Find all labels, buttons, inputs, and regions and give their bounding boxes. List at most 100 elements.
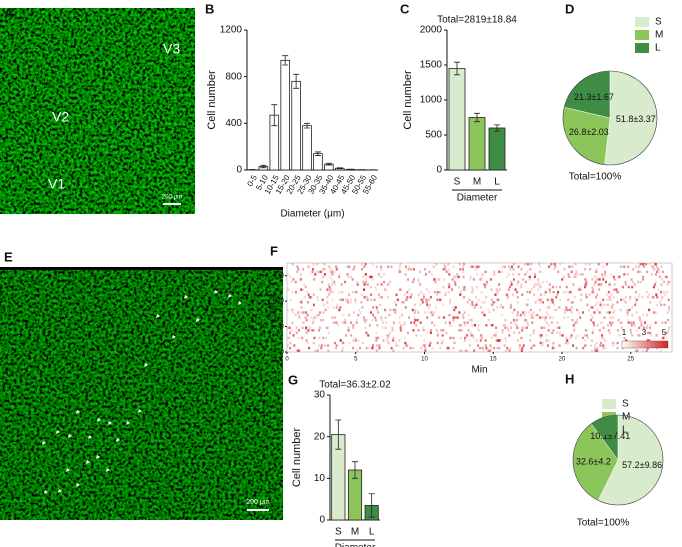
heatmap-texture xyxy=(340,283,343,286)
heatmap-texture xyxy=(565,285,568,289)
heatmap-texture xyxy=(668,326,671,329)
heatmap-texture xyxy=(525,318,528,322)
heatmap-texture xyxy=(322,268,325,271)
heatmap-texture xyxy=(456,316,459,319)
heatmap-texture xyxy=(469,344,472,347)
heatmap-texture xyxy=(459,329,462,332)
heatmap-texture xyxy=(506,296,509,299)
heatmap-texture xyxy=(447,263,450,266)
heatmap-texture xyxy=(574,275,577,279)
heatmap-texture xyxy=(484,285,487,289)
heatmap-texture xyxy=(485,324,488,327)
heatmap-texture xyxy=(323,263,326,266)
heatmap-texture xyxy=(630,321,633,324)
heatmap-texture xyxy=(333,341,336,345)
heatmap-texture xyxy=(526,263,529,266)
heatmap-texture xyxy=(349,298,352,301)
heatmap-texture xyxy=(516,339,519,342)
heatmap-texture xyxy=(503,344,506,347)
heatmap-texture xyxy=(509,306,512,309)
heatmap-texture xyxy=(596,324,599,327)
heatmap-texture xyxy=(349,275,352,279)
heatmap-texture xyxy=(518,331,521,335)
heatmap-texture xyxy=(590,318,593,322)
heatmap-texture xyxy=(664,293,667,296)
heatmap-texture xyxy=(565,341,568,345)
pie-outline xyxy=(562,70,658,166)
heatmap-texture xyxy=(397,344,400,347)
heatmap-texture xyxy=(609,316,612,319)
heatmap-texture xyxy=(631,280,634,284)
heatmap-texture xyxy=(611,306,614,309)
heatmap-texture xyxy=(319,311,322,314)
heatmap-texture xyxy=(328,293,331,296)
heatmap-texture xyxy=(352,268,355,271)
heatmap-texture xyxy=(517,280,520,284)
heatmap-texture xyxy=(305,316,308,319)
heatmap-texture xyxy=(616,290,619,294)
heatmap-texture xyxy=(438,278,441,281)
heatmap-texture xyxy=(515,283,518,286)
heatmap-texture xyxy=(517,273,520,276)
heatmap-texture xyxy=(423,344,426,347)
heatmap-texture xyxy=(301,288,304,291)
heatmap-texture xyxy=(480,278,483,281)
heatmap-texture xyxy=(516,311,519,314)
colorbar-label: 5 xyxy=(662,328,667,337)
heatmap-texture xyxy=(530,344,533,347)
heatmap-texture xyxy=(288,326,291,329)
heatmap-texture xyxy=(364,263,367,266)
heatmap-texture xyxy=(618,334,621,337)
heatmap-texture xyxy=(381,326,384,329)
heatmap-texture xyxy=(384,308,387,312)
error-bar xyxy=(454,61,460,76)
heatmap-texture xyxy=(543,316,546,319)
heatmap-texture xyxy=(326,288,329,291)
heatmap-texture xyxy=(360,301,363,304)
heatmap-texture xyxy=(610,293,613,296)
heatmap-texture xyxy=(463,339,466,342)
heatmap-texture xyxy=(529,263,532,266)
heatmap-texture xyxy=(299,278,302,281)
heatmap-texture xyxy=(635,301,638,304)
heatmap-texture xyxy=(468,298,471,301)
heatmap-texture xyxy=(551,298,554,301)
heatmap-texture xyxy=(657,288,660,291)
y-tick-label: 2000 xyxy=(420,25,443,36)
heatmap-texture xyxy=(589,268,592,271)
heatmap-texture xyxy=(327,283,330,286)
heatmap-texture xyxy=(326,326,329,329)
heatmap-texture xyxy=(419,270,422,274)
heatmap-texture xyxy=(311,329,314,332)
heatmap-texture xyxy=(536,283,539,286)
heatmap-texture xyxy=(637,265,640,268)
pie-footer: Total=100% xyxy=(569,172,622,183)
heatmap-texture xyxy=(351,278,354,281)
heatmap-texture xyxy=(428,303,431,307)
heatmap-texture xyxy=(328,265,331,268)
error-bar xyxy=(304,122,311,129)
heatmap-texture xyxy=(631,313,634,317)
heatmap-texture xyxy=(646,270,649,274)
heatmap-texture xyxy=(485,270,488,274)
heatmap-texture xyxy=(449,298,452,301)
heatmap-texture xyxy=(649,331,652,335)
arrowhead xyxy=(228,294,232,298)
heatmap-texture xyxy=(526,290,529,294)
heatmap-texture xyxy=(448,283,451,286)
heatmap-texture xyxy=(437,334,440,337)
heatmap-texture xyxy=(307,301,310,304)
heatmap-texture xyxy=(326,296,329,299)
heatmap-texture xyxy=(661,321,664,324)
heatmap-texture xyxy=(316,298,319,301)
heatmap-texture xyxy=(606,311,609,314)
heatmap-texture xyxy=(608,311,611,314)
heatmap-texture xyxy=(620,265,623,268)
heatmap-texture xyxy=(617,318,620,322)
heatmap-texture xyxy=(593,283,596,286)
heatmap-texture xyxy=(543,293,546,296)
heatmap-texture xyxy=(507,288,510,291)
heatmap-texture xyxy=(663,280,666,284)
heatmap-texture xyxy=(386,339,389,342)
heatmap-texture xyxy=(592,290,595,294)
